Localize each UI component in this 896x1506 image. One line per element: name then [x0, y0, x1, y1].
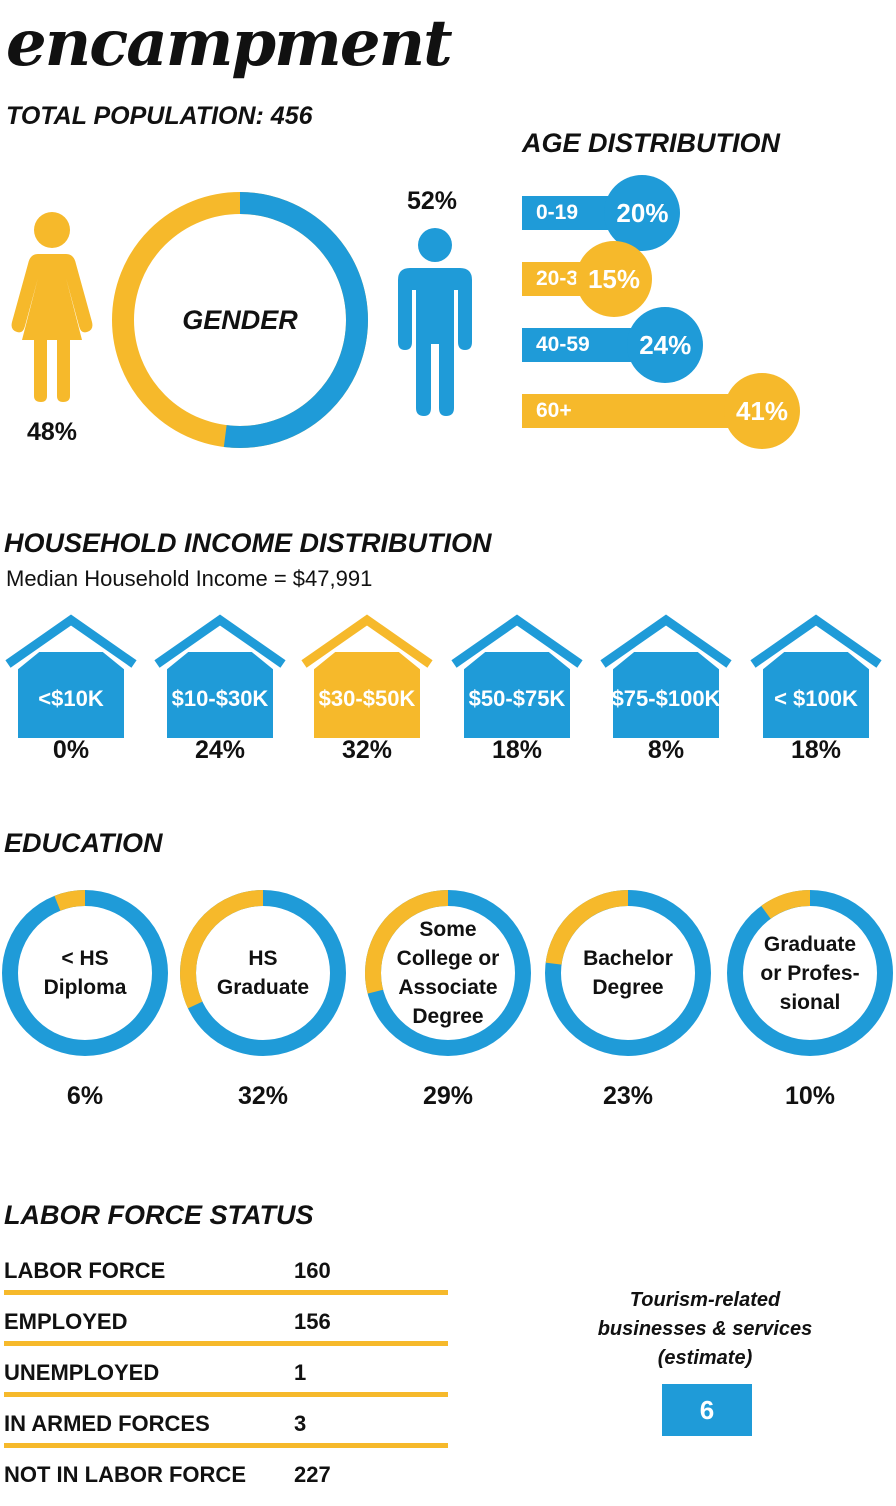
- education-ring: Bachelor Degree: [541, 886, 715, 1060]
- education-ring: HS Graduate: [176, 886, 350, 1060]
- income-house: < $100K: [749, 612, 883, 738]
- income-percent: 24%: [194, 736, 246, 764]
- female-icon: [11, 212, 93, 402]
- income-percent: 0%: [52, 736, 90, 764]
- age-bar-label: 60+: [536, 399, 572, 422]
- income-percent: 32%: [341, 736, 393, 764]
- income-house: <$10K: [4, 612, 138, 738]
- total-population: TOTAL POPULATION: 456: [6, 102, 313, 130]
- education-donut: [2, 890, 168, 1056]
- labor-row-value: 156: [294, 1309, 331, 1334]
- education-donut: [365, 890, 531, 1056]
- income-bracket-label: $10- $30K: [167, 652, 273, 738]
- education-category-label: < HS Diploma: [43, 947, 127, 999]
- education-ring-arc: [180, 890, 346, 1056]
- row-divider: [4, 1290, 448, 1295]
- education-heading: EDUCATION: [4, 828, 163, 858]
- labor-row-value: 1: [294, 1360, 307, 1385]
- labor-row: IN ARMED FORCES 3: [4, 1405, 448, 1455]
- gender-male-arc: [112, 192, 368, 448]
- labor-row: UNEMPLOYED 1: [4, 1354, 448, 1404]
- age-bar-value: 24%: [627, 307, 704, 383]
- house-roof-icon: [5, 614, 137, 668]
- education-ring-arc: [365, 890, 531, 1056]
- education-category-label: Graduate or Profes-sional: [760, 932, 860, 1014]
- gender-donut: [112, 192, 368, 448]
- male-icon: [398, 228, 472, 416]
- male-percent: 52%: [406, 187, 458, 215]
- median-income: Median Household Income = $47,991: [6, 566, 373, 591]
- age-heading: AGE DISTRIBUTION: [522, 128, 781, 158]
- income-heading: HOUSEHOLD INCOME DISTRIBUTION: [4, 528, 492, 558]
- age-bar-label: 40-59: [536, 333, 590, 356]
- income-percent: 8%: [647, 736, 685, 764]
- age-bar: 60+: [522, 394, 762, 428]
- income-house: $75- $100K: [599, 612, 733, 738]
- labor-row-label: IN ARMED FORCES: [4, 1411, 210, 1436]
- education-category-label: Some College or Associate Degree: [396, 918, 500, 1028]
- tourism-label-line-1: Tourism-related: [629, 1289, 781, 1311]
- labor-row: NOT IN LABOR FORCE 227: [4, 1456, 448, 1506]
- tourism-label-line-3: (estimate): [657, 1347, 753, 1369]
- education-ring: < HS Diploma: [0, 886, 172, 1060]
- income-bracket-label: $50- $75K: [464, 652, 570, 738]
- labor-row-label: LABOR FORCE: [4, 1258, 166, 1283]
- age-bar-value: 20%: [604, 175, 681, 251]
- row-divider: [4, 1341, 448, 1346]
- labor-row-label: UNEMPLOYED: [4, 1360, 160, 1385]
- gender-label: GENDER: [182, 305, 298, 335]
- row-divider: [4, 1443, 448, 1448]
- house-roof-icon: [750, 614, 882, 668]
- page-title: encampment: [6, 6, 453, 81]
- labor-heading: LABOR FORCE STATUS: [4, 1200, 314, 1230]
- income-percent: 18%: [790, 736, 842, 764]
- tourism-label: Tourism-related businesses & services (e…: [550, 1286, 860, 1373]
- education-percent: 23%: [602, 1082, 654, 1110]
- house-roof-icon: [301, 614, 433, 668]
- education-percent: 32%: [237, 1082, 289, 1110]
- row-divider: [4, 1392, 448, 1397]
- tourism-label-line-2: businesses & services: [597, 1318, 813, 1340]
- education-donut: [727, 890, 893, 1056]
- tourism-value: 6: [662, 1384, 752, 1436]
- education-category-label: Bachelor Degree: [583, 947, 673, 999]
- education-percent: 10%: [784, 1082, 836, 1110]
- labor-row: EMPLOYED 156: [4, 1303, 448, 1353]
- income-house: $10- $30K: [153, 612, 287, 738]
- female-percent: 48%: [26, 418, 78, 446]
- education-ring-arc: [727, 890, 893, 1056]
- education-percent: 6%: [66, 1082, 104, 1110]
- house-roof-icon: [154, 614, 286, 668]
- house-roof-icon: [600, 614, 732, 668]
- age-bar-label: 0-19: [536, 201, 579, 224]
- labor-row-value: 160: [294, 1258, 331, 1283]
- education-percent: 29%: [422, 1082, 474, 1110]
- house-roof-icon: [451, 614, 583, 668]
- education-donut: [545, 890, 711, 1056]
- labor-row-label: EMPLOYED: [4, 1309, 128, 1334]
- income-bracket-label: $30- $50K: [314, 652, 420, 738]
- labor-row: LABOR FORCE 160: [4, 1252, 448, 1302]
- income-house: $50- $75K: [450, 612, 584, 738]
- income-bracket-label: < $100K: [763, 652, 869, 738]
- labor-row-value: 227: [294, 1462, 331, 1487]
- income-percent: 18%: [491, 736, 543, 764]
- income-bracket-label: <$10K: [18, 652, 124, 738]
- labor-row-label: NOT IN LABOR FORCE: [4, 1462, 246, 1487]
- income-house: $30- $50K: [300, 612, 434, 738]
- labor-row-value: 3: [294, 1411, 307, 1436]
- education-ring-arc: [2, 890, 168, 1056]
- education-donut: [180, 890, 346, 1056]
- age-bar-value: 15%: [576, 241, 652, 317]
- education-ring: Graduate or Profes-sional: [723, 886, 896, 1060]
- age-bar-value: 41%: [724, 373, 800, 449]
- education-category-label: HS Graduate: [216, 947, 310, 999]
- education-ring-arc: [545, 890, 711, 1056]
- education-ring: Some College or Associate Degree: [361, 886, 535, 1060]
- income-bracket-label: $75- $100K: [613, 652, 719, 738]
